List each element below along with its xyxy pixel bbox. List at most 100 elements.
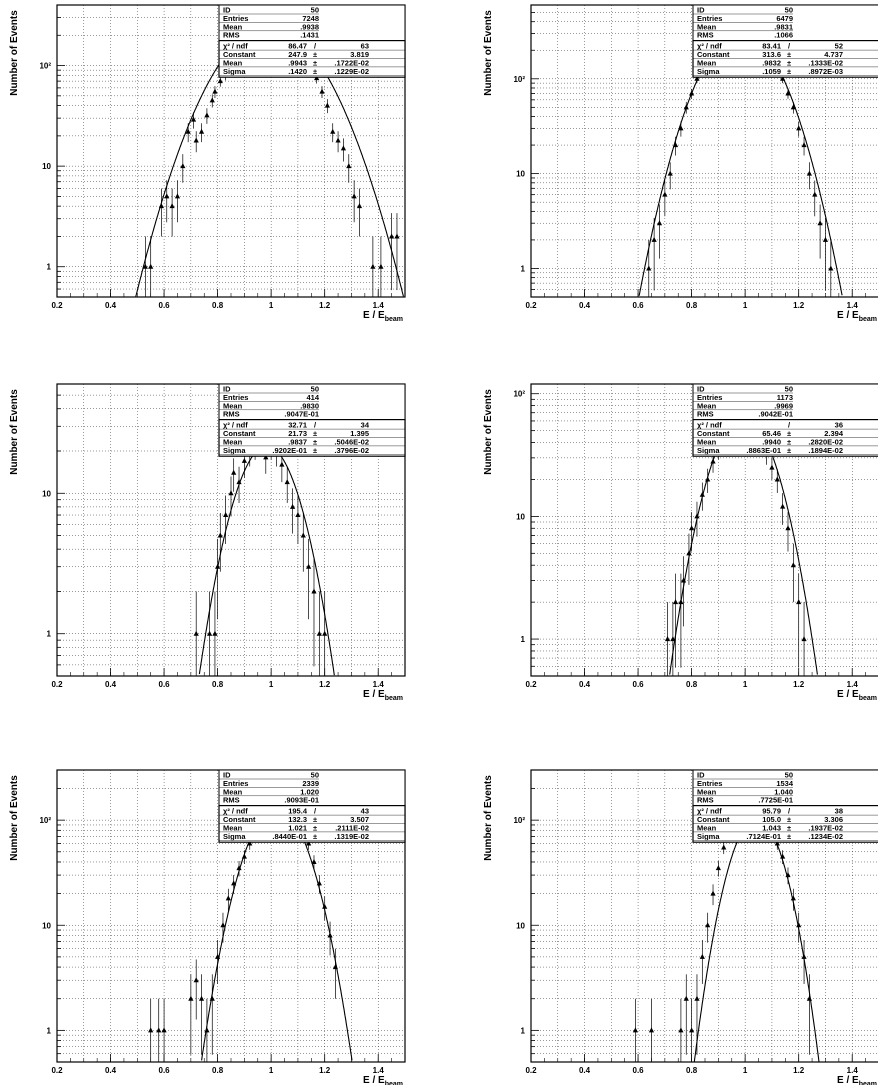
fit-error: 4.737	[824, 50, 843, 59]
data-point	[236, 479, 242, 485]
stat-label: ID	[223, 385, 231, 394]
data-point	[247, 840, 253, 846]
stats-box: ID 50 Entries 1534 Mean 1.040 RMS .7725E-01	[692, 769, 878, 807]
fit-separator: ±	[787, 815, 791, 824]
y-axis-label: Number of Events	[483, 775, 494, 861]
fit-error: 43	[361, 807, 369, 816]
data-point	[209, 995, 215, 1001]
fit-value: 105.0	[762, 815, 781, 824]
fit-value: .9832	[762, 58, 781, 67]
fit-value: 86.47	[288, 42, 307, 51]
data-point	[356, 203, 363, 209]
data-point	[204, 1027, 210, 1033]
fit-separator: ±	[787, 446, 791, 455]
x-tick-label: 0.4	[105, 680, 117, 689]
y-tick-label: 1	[521, 635, 526, 644]
data-point	[231, 880, 237, 886]
stat-value: 7248	[302, 14, 319, 23]
data-point	[806, 170, 812, 176]
fit-separator: /	[314, 421, 317, 430]
data-point	[780, 503, 786, 509]
x-tick-label: 0.2	[525, 301, 537, 310]
data-point	[327, 932, 333, 938]
x-tick-label: 0.4	[105, 301, 117, 310]
data-point	[801, 142, 807, 148]
fit-error: .1937E-02	[808, 823, 843, 832]
x-tick-label: 1.2	[319, 1066, 331, 1075]
fit-error: 38	[835, 807, 843, 816]
data-point	[174, 193, 181, 199]
y-tick-label: 10²	[513, 390, 525, 399]
stat-value: .1066	[774, 31, 793, 40]
x-tick-label: 0.4	[579, 1066, 591, 1075]
histogram-panel-4: 0.2 0.4 0.6 0.8 1 1.2 1.4 1 10 10² Number of Event…	[483, 383, 878, 702]
fit-label: Sigma	[697, 832, 720, 841]
x-tick-label: 0.2	[51, 1066, 63, 1075]
stat-value: .1431	[300, 31, 319, 40]
data-point	[806, 995, 812, 1001]
fit-box: χ² / ndf 95.79 / 38 Constant 105.0 ±3.306 Mean 1…	[692, 804, 878, 843]
stat-label: Entries	[223, 779, 248, 788]
fit-value: .7124E-01	[746, 832, 781, 841]
x-tick-label: 1.4	[373, 1066, 385, 1075]
stats-box-frame	[218, 383, 406, 421]
data-point	[651, 236, 657, 242]
data-point	[241, 457, 247, 463]
x-tick-label: 1	[269, 680, 274, 689]
x-axis-label: E / Ebeam	[837, 310, 877, 323]
data-point	[699, 491, 705, 497]
y-tick-label: 10²	[513, 816, 525, 825]
x-tick-label: 1.4	[847, 1066, 859, 1075]
fit-separator: ±	[313, 437, 317, 446]
x-tick-label: 1	[743, 1066, 748, 1075]
x-tick-label: 0.6	[159, 1066, 171, 1075]
y-axis-label: Number of Events	[9, 775, 20, 861]
data-point	[790, 895, 796, 901]
fit-error: 2.394	[824, 429, 844, 438]
y-tick-label: 10	[516, 170, 525, 179]
data-point	[656, 220, 663, 226]
fit-value: 247.9	[288, 50, 307, 59]
fit-label: Sigma	[223, 67, 246, 76]
fit-value: .9202E-01	[272, 446, 307, 455]
x-tick-label: 0.6	[633, 680, 645, 689]
stat-value: 2339	[302, 779, 319, 788]
data-point	[319, 88, 325, 94]
data-point	[169, 203, 175, 209]
x-tick-label: 0.8	[686, 680, 698, 689]
data-point	[306, 840, 312, 846]
data-point	[185, 128, 191, 134]
x-tick-label: 1	[743, 680, 748, 689]
stat-value: 414	[306, 393, 319, 402]
fit-separator: ±	[787, 50, 791, 59]
data-point	[774, 840, 780, 846]
data-point	[206, 630, 213, 636]
gaussian-fit-curve	[693, 817, 820, 1063]
x-tick-label: 0.6	[633, 301, 645, 310]
stat-value: .9042E-01	[758, 410, 793, 419]
data-point	[790, 562, 796, 568]
fit-separator: ±	[313, 823, 317, 832]
stat-label: ID	[697, 6, 705, 15]
x-axis-label-subscript: beam	[385, 695, 403, 702]
data-point	[705, 476, 711, 482]
data-point	[780, 853, 786, 859]
fit-error: .2111E-02	[335, 823, 369, 832]
fit-separator: ±	[787, 429, 791, 438]
data-point	[295, 512, 301, 518]
data-point	[335, 137, 341, 143]
data-point	[790, 104, 796, 110]
data-point	[378, 263, 384, 269]
x-axis-label: E / Ebeam	[837, 1075, 877, 1085]
stat-label: Mean	[697, 22, 717, 31]
fit-separator: ±	[313, 67, 317, 76]
x-axis-label-subscript: beam	[385, 316, 403, 323]
fit-value: .9940	[762, 437, 781, 446]
fit-label: Mean	[697, 823, 717, 832]
fit-box-frame	[218, 804, 406, 843]
fit-box: χ² / ndf 83.41 / 52 Constant 313.6 ±4.737 Mean.…	[692, 39, 878, 78]
data-point	[785, 90, 791, 96]
data-point	[664, 636, 671, 642]
fit-value: 83.41	[762, 42, 781, 51]
data-point	[228, 490, 234, 496]
